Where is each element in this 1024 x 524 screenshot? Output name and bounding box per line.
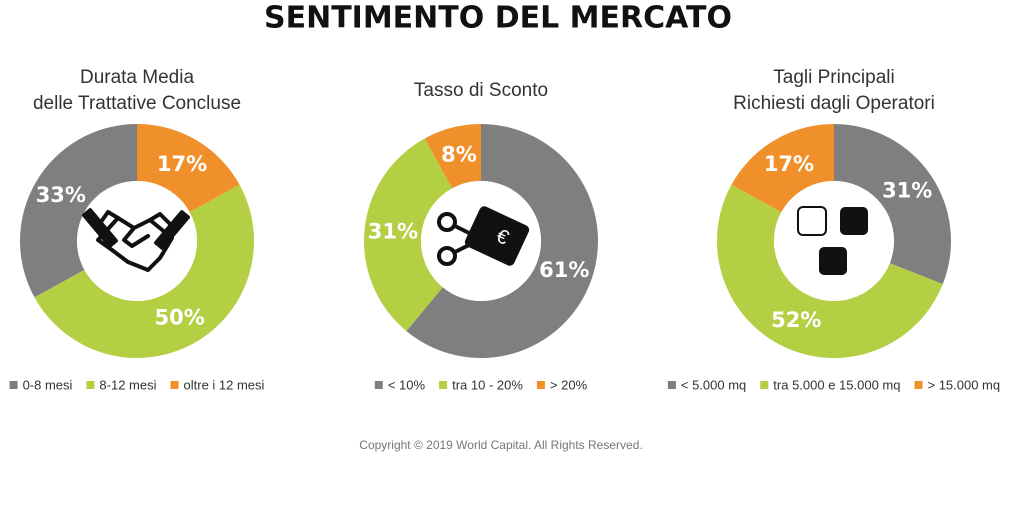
scissors-icon: € (437, 206, 530, 266)
legend-swatch (170, 381, 179, 389)
donut-segment (731, 124, 834, 213)
donut-segment (19, 124, 137, 298)
chart-subtitle: delle Trattative Concluse (33, 93, 241, 114)
value-label: 8% (441, 142, 477, 166)
legend-swatch (374, 381, 383, 389)
donut-hole (774, 181, 894, 301)
value-label: 31% (882, 178, 932, 202)
chart-subtitle: Tasso di Sconto (414, 80, 548, 101)
value-label: 61% (539, 258, 589, 282)
legend-label: > 15.000 mq (927, 377, 1000, 392)
value-label: 17% (157, 152, 207, 176)
legend-label: > 20% (550, 377, 588, 392)
legend-swatch (760, 381, 769, 389)
legend-label: 8-12 mesi (99, 377, 156, 392)
legend-swatch (536, 381, 545, 389)
legend-label: tra 5.000 e 15.000 mq (773, 377, 900, 392)
copyright: Copyright © 2019 World Capital. All Righ… (359, 438, 642, 452)
legend-swatch (9, 381, 18, 389)
legend-label: oltre i 12 mesi (184, 377, 265, 392)
chart-subtitle: Richiesti dagli Operatori (733, 93, 935, 114)
chart-subtitle: Tagli Principali (773, 67, 894, 88)
donut-segment (834, 124, 952, 285)
legend-label: < 10% (388, 377, 426, 392)
value-label: 52% (771, 308, 821, 332)
legend: < 10% tra 10 - 20% > 20% (374, 377, 588, 392)
page-title: SENTIMENTO DEL MERCATO (264, 1, 732, 36)
legend-swatch (914, 381, 923, 389)
value-label: 50% (155, 306, 205, 330)
donut-segment (137, 124, 240, 213)
donut-segment (424, 124, 481, 189)
legend-label: tra 10 - 20% (452, 377, 523, 392)
value-label: 31% (368, 220, 418, 244)
legend: 0-8 mesi 8-12 mesi oltre i 12 mesi (9, 377, 265, 392)
donut-segment (34, 184, 254, 359)
donut-segment (364, 138, 453, 332)
donut-segment (406, 124, 598, 359)
legend: < 5.000 mq tra 5.000 e 15.000 mq > 15.000 … (667, 377, 1000, 392)
donut-segment (717, 184, 943, 358)
legend-swatch (439, 381, 448, 389)
legend-swatch (86, 381, 95, 389)
legend-swatch (667, 381, 676, 389)
handshake-icon (82, 208, 190, 272)
legend-label: < 5.000 mq (681, 377, 746, 392)
chart-subtitle: Durata Media (80, 67, 194, 88)
value-label: 33% (36, 183, 86, 207)
legend-label: 0-8 mesi (23, 377, 73, 392)
squares-icon (797, 206, 868, 275)
value-label: 17% (764, 152, 814, 176)
